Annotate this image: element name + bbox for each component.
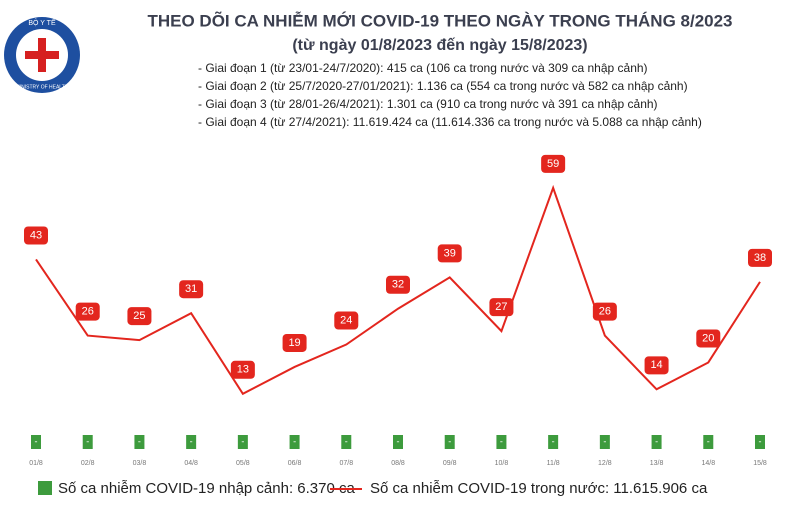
- value-label: -: [293, 436, 296, 446]
- value-label: 38: [754, 252, 766, 264]
- value-label: 25: [133, 310, 145, 322]
- logo-cross: [25, 51, 59, 59]
- value-label-box: [237, 435, 248, 449]
- value-label: 43: [30, 229, 42, 241]
- logo-text: BỘ Y TẾ: [28, 17, 56, 27]
- value-label-box: [489, 298, 514, 317]
- value-label: -: [138, 436, 141, 446]
- value-label-box: [134, 435, 145, 449]
- value-label: 26: [599, 306, 611, 318]
- x-tick-label: 06/8: [288, 460, 302, 467]
- value-label: 26: [82, 306, 94, 318]
- x-tick-label: 04/8: [184, 460, 198, 467]
- value-label-box: [599, 435, 610, 449]
- value-label-box: [282, 333, 307, 352]
- value-label-box: [186, 435, 197, 449]
- value-label: -: [655, 436, 658, 446]
- value-label: 20: [702, 332, 714, 344]
- x-tick-label: 01/8: [29, 460, 43, 467]
- value-label-box: [644, 356, 669, 375]
- value-label: -: [448, 436, 451, 446]
- x-tick-label: 03/8: [133, 460, 147, 467]
- x-tick-label: 05/8: [236, 460, 250, 467]
- x-tick-label: 10/8: [495, 460, 509, 467]
- note: - Giai đoạn 4 (từ 27/4/2021): 11.619.424…: [198, 115, 702, 129]
- legend-label: Số ca nhiễm COVID-19 nhập cảnh: 6.370 ca: [58, 480, 356, 497]
- value-label-box: [703, 435, 714, 449]
- value-label-box: [386, 275, 410, 294]
- line: [35, 184, 761, 396]
- value-label: -: [241, 436, 244, 446]
- value-label: 24: [340, 314, 352, 326]
- value-label: 39: [444, 247, 456, 259]
- value-label: -: [190, 436, 193, 446]
- value-label-box: [748, 248, 772, 267]
- value-label-box: [82, 435, 93, 449]
- value-label: -: [603, 436, 606, 446]
- x-tick-label: 09/8: [443, 460, 457, 467]
- value-label: 31: [185, 283, 197, 295]
- value-label-box: [755, 435, 765, 449]
- value-label: -: [86, 436, 89, 446]
- x-tick-label: 14/8: [701, 460, 715, 467]
- x-tick-label: 12/8: [598, 460, 612, 467]
- value-label-box: [651, 435, 662, 449]
- note: - Giai đoạn 2 (từ 25/7/2020-27/01/2021):…: [198, 79, 688, 93]
- value-label-box: [496, 435, 507, 449]
- value-label-box: [31, 435, 41, 449]
- value-label: 14: [650, 359, 662, 371]
- value-label-box: [75, 302, 100, 321]
- value-label-box: [127, 307, 152, 326]
- value-label-box: [179, 280, 204, 299]
- legend-label: Số ca nhiễm COVID-19 trong nước: 11.615.…: [370, 480, 708, 497]
- legend-swatch: [38, 481, 52, 495]
- value-label-box: [696, 329, 721, 348]
- value-label-box: [24, 226, 48, 245]
- value-label: 59: [547, 158, 559, 170]
- x-tick-label: 08/8: [391, 460, 405, 467]
- chart-subtitle: (từ ngày 01/8/2023 đến ngày 15/8/2023): [292, 37, 587, 54]
- value-label-box: [592, 302, 617, 321]
- x-tick-label: 02/8: [81, 460, 95, 467]
- value-label-box: [541, 154, 566, 173]
- value-label: -: [397, 436, 400, 446]
- value-label-box: [289, 435, 300, 449]
- chart-title: THEO DÕI CA NHIỄM MỚI COVID-19 THEO NGÀY…: [147, 10, 732, 30]
- value-label: -: [500, 436, 503, 446]
- value-label-box: [444, 435, 455, 449]
- value-label-box: [341, 435, 352, 449]
- value-label: 19: [288, 337, 300, 349]
- value-label: -: [345, 436, 348, 446]
- value-label: -: [707, 436, 710, 446]
- x-tick-label: 15/8: [753, 460, 767, 467]
- value-label-box: [393, 435, 403, 449]
- value-label-box: [334, 311, 359, 330]
- x-tick-label: 11/8: [547, 460, 560, 467]
- logo-text: MINISTRY OF HEALTH: [16, 84, 69, 90]
- value-label-box: [437, 244, 462, 263]
- value-label: -: [35, 436, 38, 446]
- x-tick-label: 13/8: [650, 460, 664, 467]
- value-label: 13: [237, 364, 249, 376]
- note: - Giai đoạn 3 (từ 28/01-26/4/2021): 1.30…: [198, 97, 658, 111]
- value-label: -: [552, 436, 555, 446]
- x-tick-label: 07/8: [339, 460, 353, 467]
- value-label: -: [759, 436, 762, 446]
- value-label: 32: [392, 279, 404, 291]
- value-label: 27: [495, 301, 507, 313]
- value-label-box: [230, 360, 255, 379]
- note: - Giai đoạn 1 (từ 23/01-24/7/2020): 415 …: [198, 61, 648, 75]
- value-label-box: [548, 435, 559, 449]
